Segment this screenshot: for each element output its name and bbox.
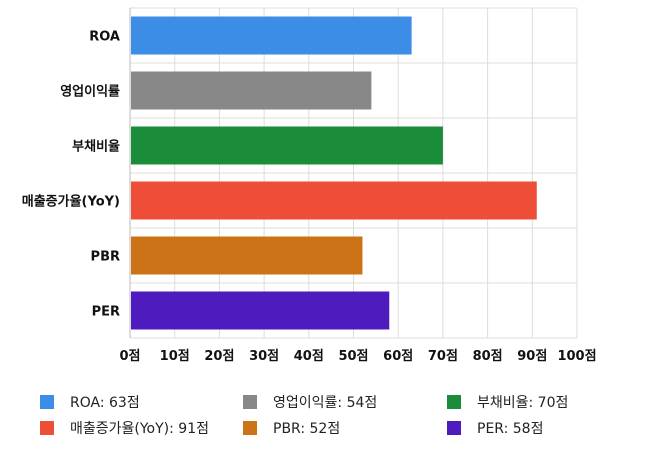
legend-item: 부채비율: 70점 — [447, 390, 568, 414]
category-label: PBR — [91, 250, 120, 265]
legend-swatch — [40, 421, 54, 435]
legend-swatch — [243, 421, 257, 435]
legend-item: PBR: 52점 — [243, 416, 340, 440]
x-tick-label: 30점 — [249, 349, 279, 364]
x-tick-label: 0점 — [119, 349, 140, 364]
category-label: 매출증가율(YoY) — [22, 194, 120, 210]
x-tick-label: 70점 — [428, 349, 458, 364]
x-tick-label: 40점 — [294, 349, 324, 364]
category-label: PER — [92, 305, 120, 320]
legend-label: PER: 58점 — [477, 421, 544, 437]
legend-swatch — [447, 421, 461, 435]
category-label: ROA — [89, 30, 120, 45]
bar — [131, 291, 390, 330]
x-tick-label: 50점 — [338, 349, 368, 364]
category-label: 영업이익률 — [60, 84, 120, 100]
legend-label: 부채비율: 70점 — [477, 395, 569, 411]
legend-label: PBR: 52점 — [273, 421, 341, 437]
x-tick-label: 60점 — [383, 349, 413, 364]
bars — [131, 16, 537, 330]
grid — [129, 7, 578, 339]
x-tick-label: 10점 — [160, 349, 190, 364]
x-tick-label: 100점 — [557, 349, 596, 364]
bar — [131, 126, 443, 165]
legend-item: 영업이익률: 54점 — [243, 390, 377, 414]
legend-item: PER: 58점 — [447, 416, 543, 440]
legend-swatch — [447, 395, 461, 409]
legend: ROA: 63점 영업이익률: 54점 부채비율: 70점 매출증가율(YoY)… — [40, 388, 640, 444]
bar — [131, 181, 537, 220]
x-tick-labels: 0점 10점 20점 30점 40점 50점 60점 70점 80점 90점 100점 — [119, 349, 596, 364]
x-tick-label: 90점 — [517, 349, 547, 364]
legend-item: ROA: 63점 — [40, 390, 140, 414]
legend-item: 매출증가율(YoY): 91점 — [40, 416, 209, 440]
legend-label: 영업이익률: 54점 — [273, 395, 378, 411]
x-tick-label: 20점 — [204, 349, 234, 364]
bar — [131, 16, 412, 55]
legend-swatch — [40, 395, 54, 409]
bar — [131, 71, 372, 110]
legend-label: ROA: 63점 — [70, 395, 140, 411]
legend-swatch — [243, 395, 257, 409]
category-label: 부채비율 — [72, 139, 120, 155]
x-tick-label: 80점 — [473, 349, 503, 364]
bar — [131, 236, 363, 275]
legend-label: 매출증가율(YoY): 91점 — [70, 421, 209, 437]
